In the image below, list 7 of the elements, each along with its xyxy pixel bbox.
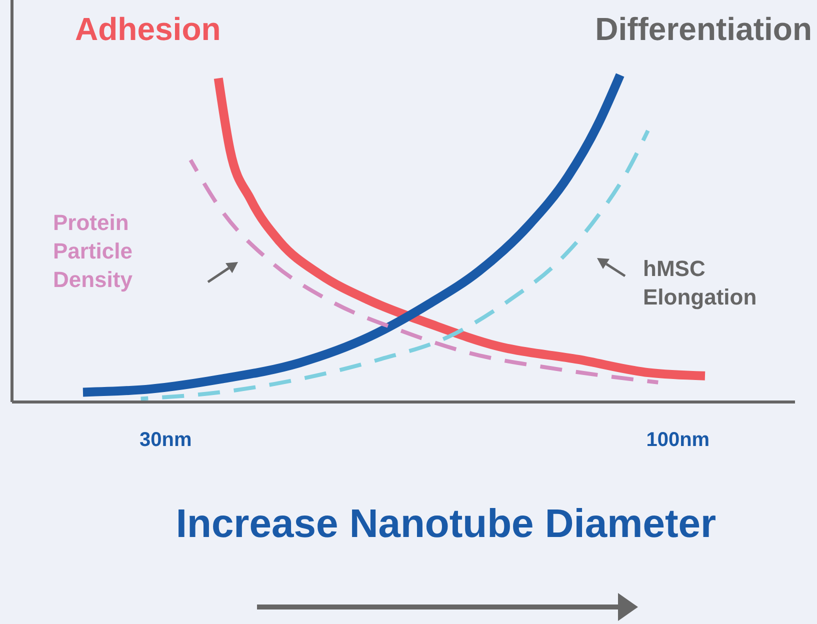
x-tick-label: 30nm	[140, 429, 192, 451]
x-tick-label: 100nm	[646, 429, 710, 451]
text: hMSC Elongation	[643, 256, 757, 310]
x-axis-title: Increase Nanotube Diameter	[176, 502, 716, 546]
series-label: Adhesion	[75, 11, 221, 47]
series-label: Differentiation	[595, 11, 812, 47]
text: Protein Particle Density	[53, 210, 134, 292]
